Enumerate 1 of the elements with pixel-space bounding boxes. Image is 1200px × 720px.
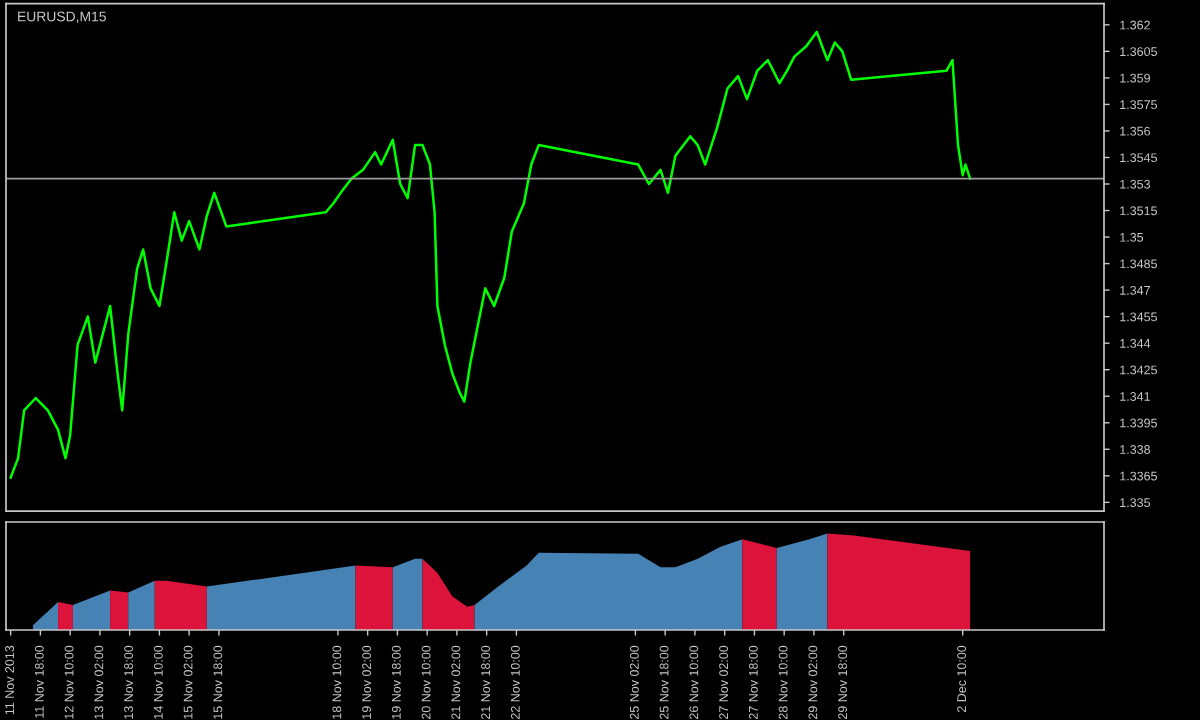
line-series (9, 30, 972, 479)
